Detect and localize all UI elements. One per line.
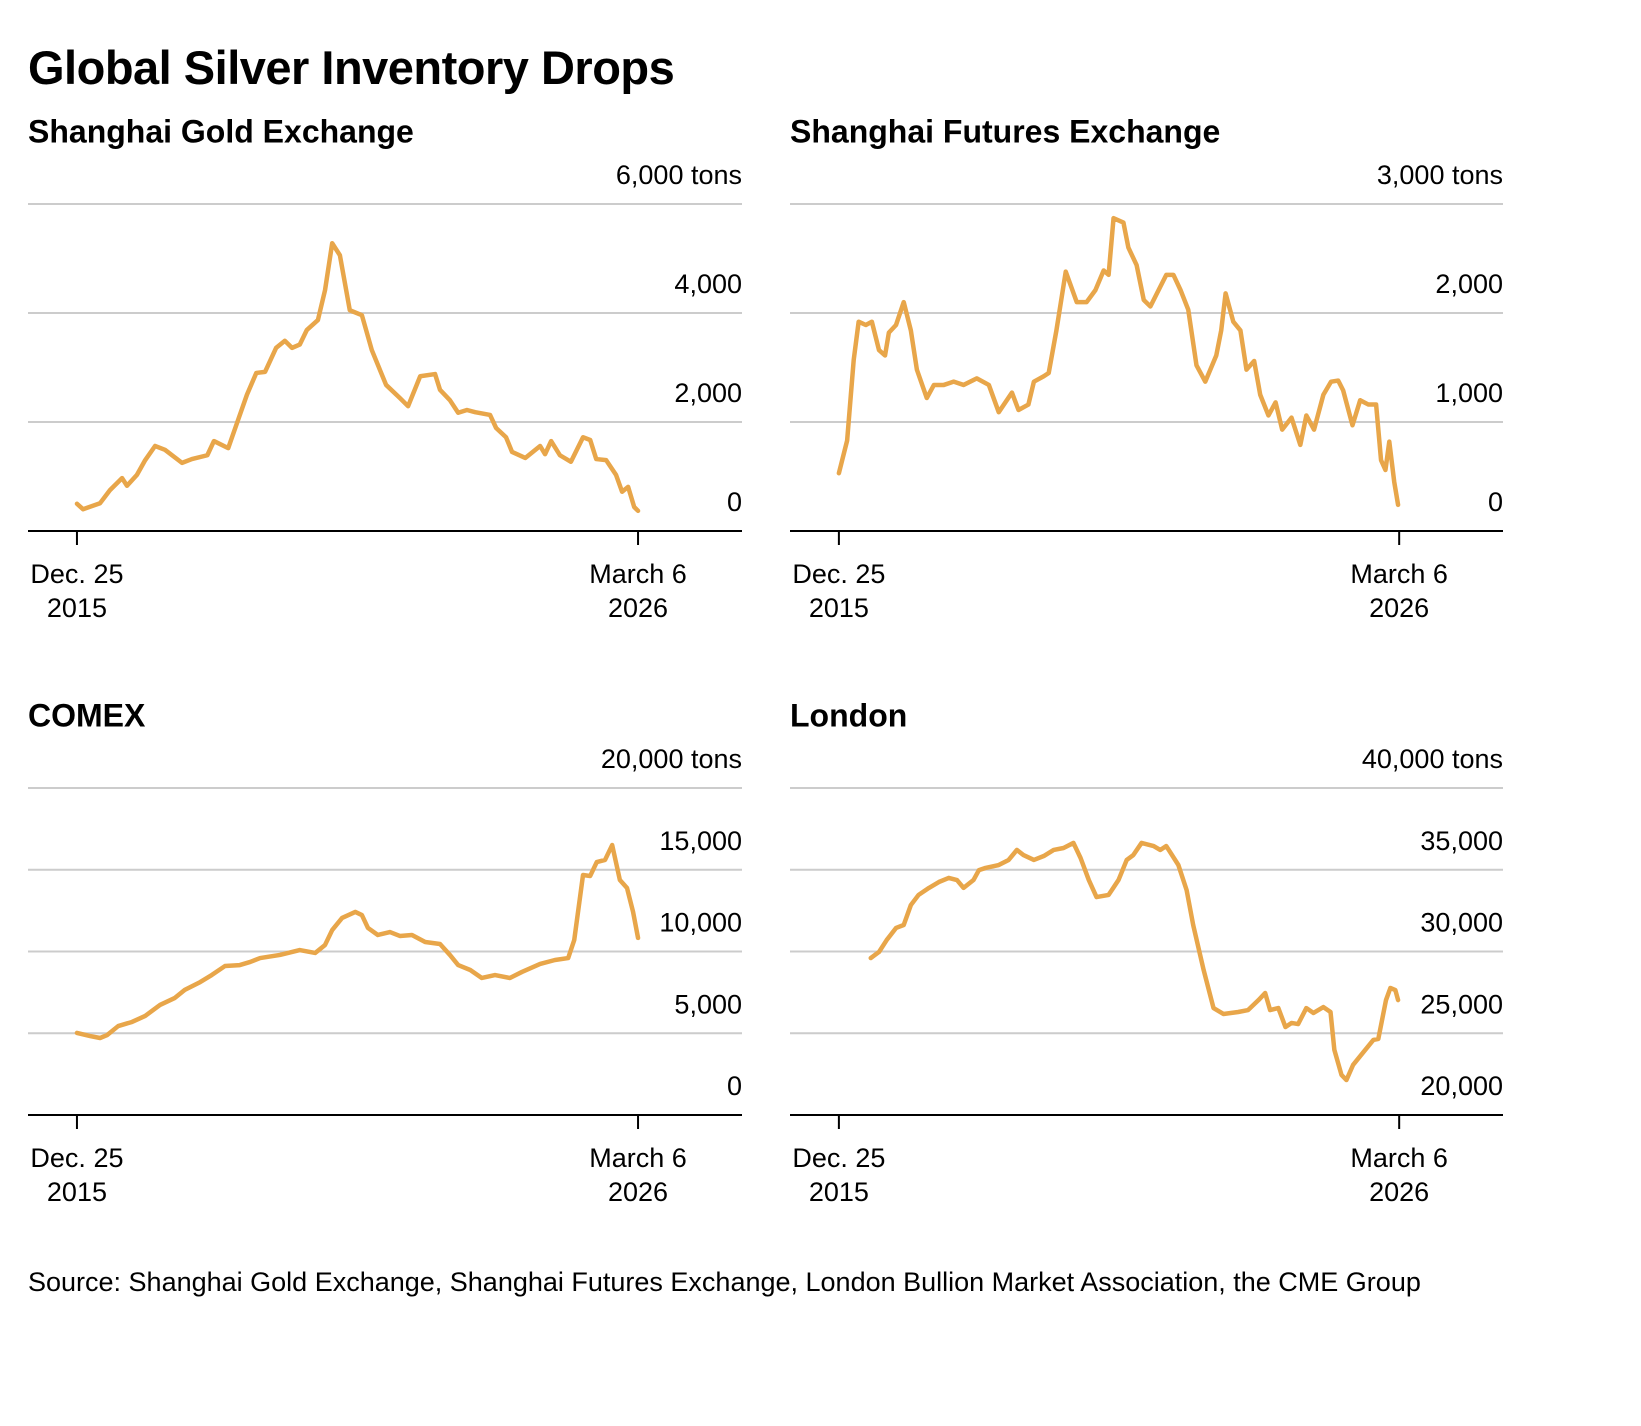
- y-tick-label: 6,000 tons: [616, 160, 742, 190]
- y-tick-label: 10,000: [659, 908, 742, 938]
- y-tick-label: 35,000: [1420, 826, 1503, 856]
- y-tick-label: 30,000: [1420, 908, 1503, 938]
- y-tick-label: 5,000: [674, 989, 742, 1019]
- y-tick-label: 0: [1488, 487, 1503, 517]
- x-tick-label: Dec. 25 2015: [792, 559, 886, 623]
- y-tick-label: 40,000 tons: [1362, 744, 1503, 774]
- x-tick-label: March 6 2026: [1350, 559, 1448, 623]
- x-tick-label: Dec. 25 2015: [30, 1143, 124, 1207]
- data-line: [836, 215, 1401, 508]
- y-tick-label: 20,000 tons: [601, 744, 742, 774]
- y-tick-label: 2,000: [674, 378, 742, 408]
- data-line: [74, 842, 641, 1041]
- x-tick-label: Dec. 25 2015: [30, 559, 124, 623]
- y-tick-label: 20,000: [1420, 1071, 1503, 1101]
- x-tick-label: March 6 2026: [589, 1143, 687, 1207]
- page-title: Global Silver Inventory Drops: [28, 41, 675, 94]
- panel-title: COMEX: [28, 697, 146, 733]
- source-note: Source: Shanghai Gold Exchange, Shanghai…: [28, 1267, 1421, 1297]
- y-tick-label: 25,000: [1420, 989, 1503, 1019]
- y-tick-label: 2,000: [1435, 269, 1503, 299]
- y-tick-label: 0: [727, 1071, 742, 1101]
- panel-title: Shanghai Gold Exchange: [28, 113, 414, 149]
- y-tick-label: 4,000: [674, 269, 742, 299]
- x-tick-label: Dec. 25 2015: [792, 1143, 886, 1207]
- x-tick-label: March 6 2026: [589, 559, 687, 623]
- y-tick-label: 15,000: [659, 826, 742, 856]
- panel-title: London: [790, 697, 907, 733]
- y-tick-label: 3,000 tons: [1377, 160, 1503, 190]
- data-line: [868, 840, 1401, 1083]
- panel-title: Shanghai Futures Exchange: [790, 113, 1220, 149]
- y-tick-label: 1,000: [1435, 378, 1503, 408]
- data-line: [74, 240, 641, 514]
- x-tick-label: March 6 2026: [1350, 1143, 1448, 1207]
- y-tick-label: 0: [727, 487, 742, 517]
